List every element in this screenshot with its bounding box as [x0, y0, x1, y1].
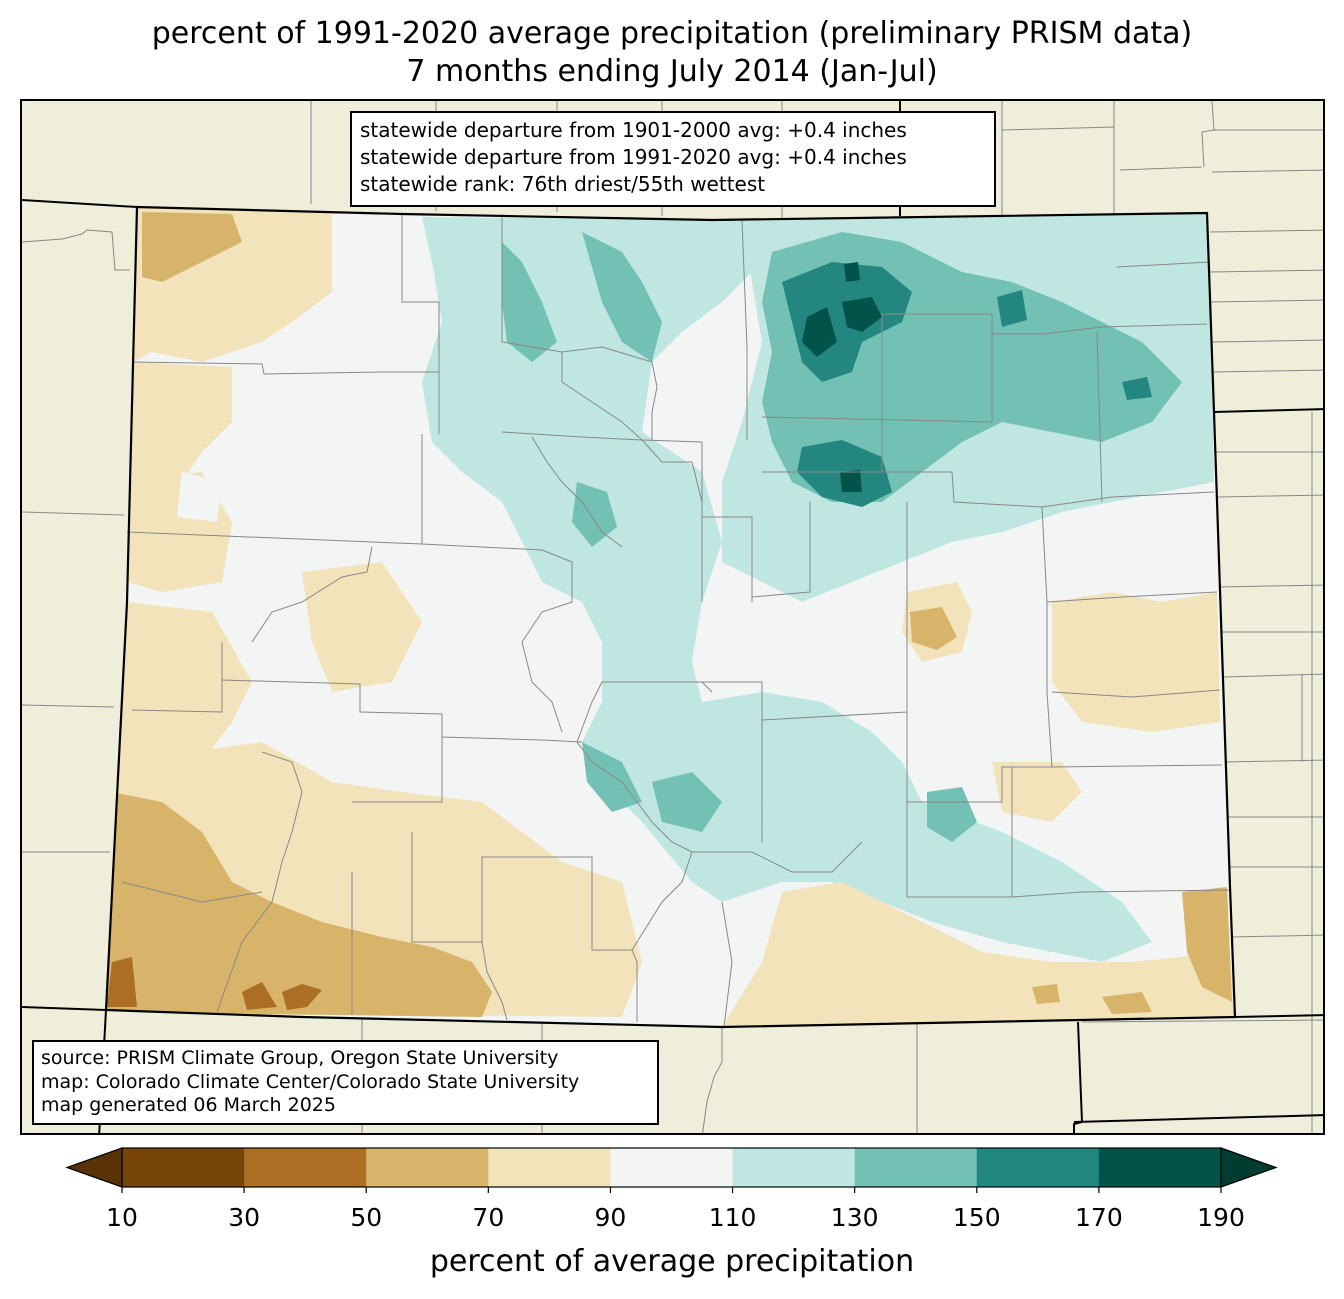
colorbar-tick-label: 90	[594, 1203, 627, 1232]
colorbar-over-arrow	[1220, 1147, 1278, 1188]
colorbar-cells	[121, 1147, 1222, 1188]
map-credit: map: Colorado Climate Center/Colorado St…	[41, 1070, 580, 1093]
colorbar-tick-label: 30	[228, 1203, 261, 1232]
colorbar-cell	[488, 1148, 611, 1187]
colorbar-tick-label: 130	[830, 1203, 879, 1232]
colorbar-cell	[854, 1148, 978, 1187]
colorbar-label: percent of average precipitation	[429, 1244, 915, 1279]
colorbar-tick-label: 110	[708, 1203, 757, 1232]
colorbar-tick-label: 190	[1197, 1203, 1245, 1232]
stats-departure-1901-2000: statewide departure from 1901-2000 avg: …	[360, 118, 907, 142]
colorbar-tick-label: 70	[472, 1203, 505, 1232]
colorbar-cell	[366, 1148, 489, 1187]
stats-rank: statewide rank: 76th driest/55th wettest	[360, 172, 766, 196]
county-lines	[121, 214, 1231, 1028]
colorbar-tick-label: 50	[350, 1203, 383, 1232]
colorbar	[65, 1147, 1278, 1193]
precipitation-field	[106, 207, 1235, 1027]
colorbar-tick-label: 170	[1075, 1203, 1123, 1232]
colorbar-under-arrow	[65, 1147, 123, 1188]
colorbar-cell	[610, 1148, 734, 1187]
source-credits-box: source: PRISM Climate Group, Oregon Stat…	[32, 1040, 659, 1125]
colorbar-cell	[244, 1148, 367, 1187]
colorbar-cell	[732, 1148, 856, 1187]
map-canvas	[22, 101, 1323, 1133]
colorbar-tick-label: 150	[952, 1203, 1001, 1232]
colorbar-tick-marks	[121, 1187, 1222, 1193]
statewide-stats-box: statewide departure from 1901-2000 avg: …	[350, 111, 996, 207]
colorado-border	[104, 205, 1237, 1029]
generated-date: map generated 06 March 2025	[41, 1094, 336, 1116]
colorbar-cell	[1098, 1148, 1222, 1187]
colorbar-cell	[976, 1148, 1100, 1187]
source-credit: source: PRISM Climate Group, Oregon Stat…	[41, 1047, 559, 1069]
stats-departure-1991-2020: statewide departure from 1991-2020 avg: …	[360, 145, 907, 169]
colorbar-tick-label: 10	[106, 1203, 138, 1232]
map-title: percent of 1991-2020 average precipitati…	[151, 16, 1193, 51]
map-subtitle: 7 months ending July 2014 (Jan-Jul)	[406, 54, 938, 89]
precipitation-map	[20, 99, 1325, 1135]
colorbar-cell	[122, 1148, 245, 1187]
